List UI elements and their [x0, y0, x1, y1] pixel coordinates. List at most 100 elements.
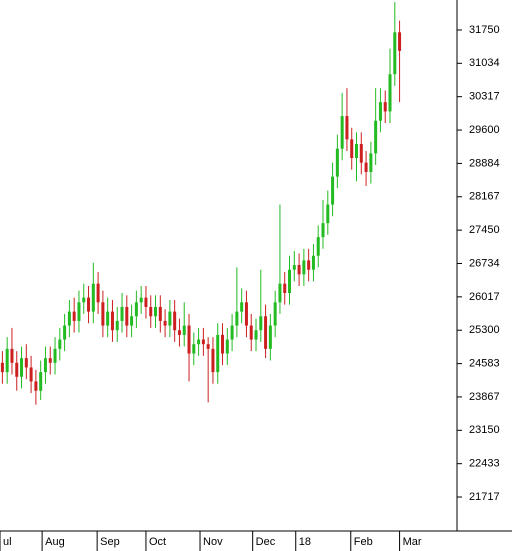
candle-body — [254, 330, 258, 340]
candle-body — [29, 367, 33, 382]
candle-body — [182, 325, 186, 335]
candle-body — [316, 237, 320, 256]
candle-body — [20, 358, 24, 377]
candle-body — [211, 348, 215, 373]
y-tick-label: 30317 — [469, 91, 500, 103]
candle-body — [283, 283, 287, 293]
candle-body — [144, 297, 148, 307]
candle-body — [364, 162, 368, 172]
candle-body — [398, 32, 402, 51]
candle-body — [139, 297, 143, 303]
candle-body — [240, 302, 244, 312]
candle-body — [48, 358, 52, 363]
candle-body — [110, 311, 114, 331]
candle-body — [10, 348, 14, 363]
candle-body — [359, 144, 363, 163]
candle-body — [168, 311, 172, 326]
y-tick-label: 28167 — [469, 191, 500, 203]
candle-body — [273, 302, 277, 326]
candle-body — [149, 306, 153, 317]
candle-body — [101, 302, 105, 326]
candle-body — [187, 325, 191, 354]
candle-body — [67, 311, 71, 326]
y-tick-label: 23150 — [469, 424, 500, 436]
candle-body — [125, 306, 129, 326]
candle-body — [383, 102, 387, 112]
candle-body — [345, 116, 349, 140]
candle-body — [268, 325, 272, 349]
candle-body — [43, 358, 47, 373]
y-tick-label: 26734 — [469, 257, 500, 269]
candle-body — [264, 316, 268, 349]
candle-body — [24, 358, 28, 368]
candle-body — [173, 311, 177, 331]
candle-body — [244, 302, 248, 326]
candle-body — [120, 306, 124, 321]
candle-body — [302, 260, 306, 275]
candle-body — [311, 255, 315, 270]
x-tick-label: Feb — [354, 536, 373, 548]
candle-body — [355, 144, 359, 158]
y-tick-label: 21717 — [469, 491, 500, 503]
candle-body — [340, 116, 344, 149]
y-tick-label: 25300 — [469, 324, 500, 336]
candle-body — [72, 311, 76, 321]
candle-body — [350, 139, 354, 158]
x-tick-label: Nov — [203, 536, 223, 548]
x-tick-label: Dec — [256, 536, 276, 548]
candle-body — [374, 120, 378, 154]
y-tick-label: 22433 — [469, 458, 500, 470]
candle-body — [369, 153, 373, 172]
candle-body — [331, 176, 335, 205]
x-tick-label: ul — [3, 536, 12, 548]
candle-body — [201, 339, 205, 345]
x-tick-label: Oct — [149, 536, 166, 548]
candle-body — [91, 283, 95, 312]
candle-body — [335, 148, 339, 177]
candle-body — [0, 362, 4, 373]
candle-body — [230, 325, 234, 340]
candle-body — [87, 297, 91, 312]
candle-body — [235, 311, 239, 326]
candle-body — [115, 320, 119, 331]
candle-body — [388, 74, 392, 112]
candle-body — [326, 204, 330, 224]
candle-body — [15, 362, 19, 377]
y-tick-label: 23867 — [469, 391, 500, 403]
candle-body — [82, 297, 86, 303]
candle-body — [378, 102, 382, 121]
y-tick-label: 27450 — [469, 224, 500, 236]
candle-body — [297, 265, 301, 275]
candle-body — [96, 283, 100, 303]
candle-body — [154, 306, 158, 317]
candle-body — [39, 372, 43, 391]
candle-body — [163, 320, 167, 326]
candle-body — [259, 316, 263, 331]
x-tick-label: Sep — [100, 536, 120, 548]
candle-body — [134, 302, 138, 317]
candle-body — [158, 306, 162, 321]
candle-body — [77, 302, 81, 321]
candle-body — [249, 325, 253, 340]
candle-body — [58, 339, 62, 349]
candle-body — [106, 311, 110, 326]
candle-body — [192, 344, 196, 354]
candle-body — [206, 344, 210, 349]
x-tick-label: 18 — [299, 536, 311, 548]
candle-body — [221, 334, 225, 354]
candle-body — [34, 381, 38, 391]
candle-body — [216, 334, 220, 373]
candle-body — [63, 325, 67, 340]
candle-body — [197, 339, 201, 345]
y-tick-label: 29600 — [469, 124, 500, 136]
candle-body — [288, 269, 292, 293]
candle-body — [53, 348, 57, 363]
y-tick-label: 31750 — [469, 24, 500, 36]
y-tick-label: 24583 — [469, 358, 500, 370]
candle-body — [292, 265, 296, 270]
candle-body — [278, 283, 282, 303]
candle-body — [5, 348, 9, 373]
y-tick-label: 26017 — [469, 291, 500, 303]
